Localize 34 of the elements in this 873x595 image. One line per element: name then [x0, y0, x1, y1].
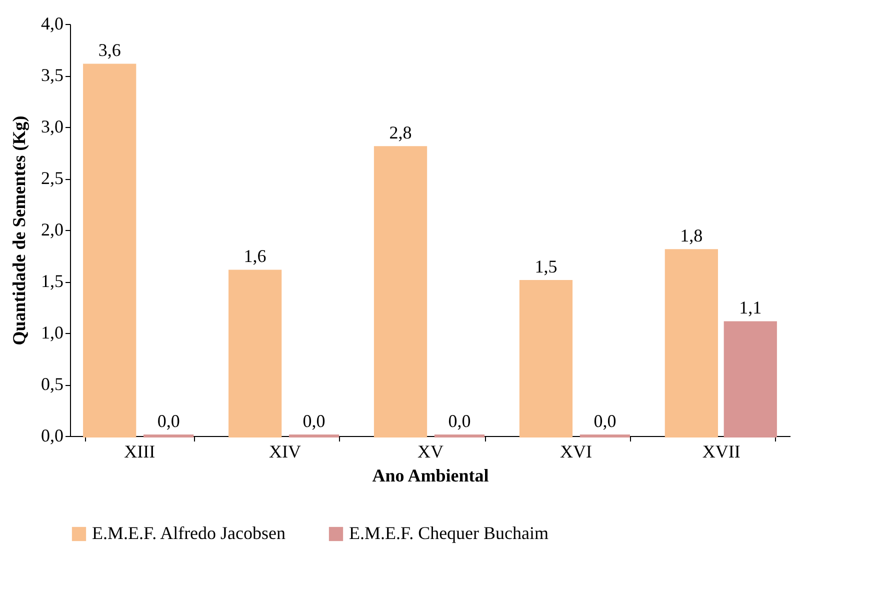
x-tick-label: XVI: [560, 442, 592, 462]
x-tick-label: XIII: [124, 442, 156, 462]
y-tick-label: 3,0: [41, 116, 64, 136]
bar: [374, 146, 428, 438]
y-axis-title: Quantidade de Sementes (Kg): [9, 116, 29, 346]
bar: [519, 280, 573, 438]
y-tick-label: 1,0: [41, 322, 64, 342]
data-label: 0,0: [448, 411, 471, 431]
x-tick-label: XVII: [702, 442, 740, 462]
data-label: 0,0: [157, 411, 180, 431]
x-tick-label: XV: [418, 442, 444, 462]
x-axis-title: Ano Ambiental: [372, 466, 489, 486]
bar: [724, 321, 777, 438]
y-tick-label: 4,0: [41, 14, 64, 34]
bar: [228, 270, 282, 438]
x-tick-label: XIV: [269, 442, 302, 462]
legend-label: E.M.E.F. Alfredo Jacobsen: [92, 523, 286, 543]
y-tick-label: 0,0: [41, 426, 64, 446]
data-label: 0,0: [594, 411, 616, 431]
data-label: 1,6: [244, 246, 266, 266]
y-tick-label: 2,0: [41, 220, 64, 240]
data-label: 1,8: [680, 226, 703, 246]
data-label: 3,6: [98, 40, 121, 60]
data-label: 2,8: [389, 122, 412, 143]
legend-label: E.M.E.F. Chequer Buchaim: [349, 523, 549, 543]
bar: [664, 249, 718, 438]
y-tick-label: 1,5: [41, 271, 64, 291]
data-label: 1,1: [739, 298, 762, 318]
data-label: 1,5: [534, 256, 558, 276]
y-tick-label: 2,5: [41, 168, 64, 188]
y-tick-label: 0,5: [41, 374, 64, 394]
y-tick-label: 3,5: [41, 65, 64, 85]
data-label: 0,0: [302, 411, 326, 431]
bar: [83, 64, 136, 438]
